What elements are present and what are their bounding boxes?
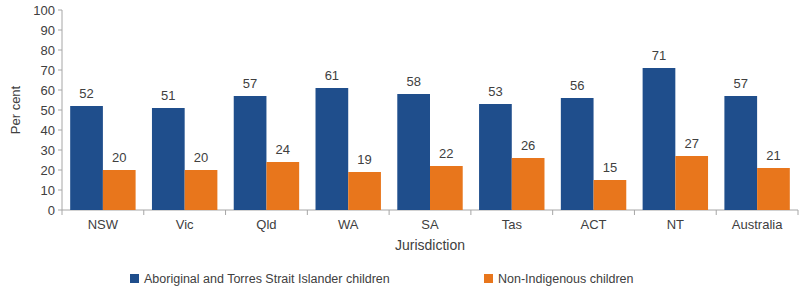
y-tick xyxy=(58,110,62,111)
y-tick-label: 100 xyxy=(33,3,55,18)
bar xyxy=(234,96,267,210)
x-axis-label: Jurisdiction xyxy=(395,237,465,253)
y-tick xyxy=(58,30,62,31)
data-label: 20 xyxy=(194,150,208,165)
data-label: 26 xyxy=(521,138,535,153)
data-label: 22 xyxy=(439,146,453,161)
chart-container: 0 10 20 30 40 50 60 70 80 90 100 Per cent NSW Vic Qld W… xyxy=(0,0,800,295)
bar xyxy=(266,162,299,210)
data-label: 20 xyxy=(112,150,126,165)
y-tick xyxy=(58,190,62,191)
y-axis-line xyxy=(62,10,63,210)
bar xyxy=(70,106,103,210)
data-label: 52 xyxy=(79,86,93,101)
x-tick xyxy=(62,210,63,215)
y-tick-label: 10 xyxy=(41,183,55,198)
x-tick xyxy=(389,210,390,215)
data-label: 53 xyxy=(488,84,502,99)
bar xyxy=(348,172,381,210)
bar xyxy=(185,170,218,210)
x-tick-label: NT xyxy=(667,217,684,232)
y-tick xyxy=(58,90,62,91)
bar xyxy=(103,170,136,210)
y-tick-label: 50 xyxy=(41,103,55,118)
data-labels: 52 51 57 61 58 53 56 71 57 20 20 24 19 22 26 15 27 21 xyxy=(79,48,780,175)
y-tick-label: 30 xyxy=(41,143,55,158)
x-tick-label: Australia xyxy=(732,217,783,232)
data-label: 27 xyxy=(684,136,698,151)
x-tick xyxy=(307,210,308,215)
y-tick xyxy=(58,130,62,131)
x-tick-label: Tas xyxy=(502,217,523,232)
x-tick xyxy=(470,210,471,215)
data-label: 57 xyxy=(734,76,748,91)
bar xyxy=(512,158,545,210)
bar xyxy=(561,98,594,210)
y-tick xyxy=(58,170,62,171)
bar xyxy=(757,168,790,210)
bar xyxy=(316,88,349,210)
x-tick-label: SA xyxy=(421,217,439,232)
data-label: 57 xyxy=(243,76,257,91)
x-tick xyxy=(143,210,144,215)
data-label: 58 xyxy=(406,74,420,89)
y-tick xyxy=(58,10,62,11)
bar xyxy=(397,94,430,210)
x-tick xyxy=(552,210,553,215)
x-tick xyxy=(225,210,226,215)
y-tick xyxy=(58,50,62,51)
x-tick-label: NSW xyxy=(88,217,119,232)
legend-label: Aboriginal and Torres Strait Islander ch… xyxy=(144,272,390,286)
chart-svg: 0 10 20 30 40 50 60 70 80 90 100 Per cent NSW Vic Qld W… xyxy=(0,0,800,295)
bar xyxy=(643,68,676,210)
data-label: 61 xyxy=(325,68,339,83)
y-axis-label: Per cent xyxy=(8,85,23,134)
legend: Aboriginal and Torres Strait Islander ch… xyxy=(130,272,634,286)
y-tick-label: 80 xyxy=(41,43,55,58)
x-tick-label: Vic xyxy=(176,217,194,232)
data-label: 51 xyxy=(161,88,175,103)
bar xyxy=(152,108,185,210)
y-tick-label: 0 xyxy=(48,203,55,218)
data-label: 19 xyxy=(357,152,371,167)
x-tick xyxy=(634,210,635,215)
x-tick-label: ACT xyxy=(581,217,607,232)
y-tick xyxy=(58,210,62,211)
bar xyxy=(724,96,757,210)
y-tick xyxy=(58,70,62,71)
x-tick xyxy=(716,210,717,215)
bar xyxy=(675,156,708,210)
bars xyxy=(70,68,790,210)
y-tick xyxy=(58,150,62,151)
legend-swatch xyxy=(484,274,493,283)
y-tick-label: 90 xyxy=(41,23,55,38)
legend-swatch xyxy=(130,274,139,283)
data-label: 56 xyxy=(570,78,584,93)
data-label: 15 xyxy=(603,160,617,175)
data-label: 21 xyxy=(766,148,780,163)
bar xyxy=(594,180,627,210)
x-tick xyxy=(798,210,799,215)
y-tick-label: 20 xyxy=(41,163,55,178)
y-tick-label: 60 xyxy=(41,83,55,98)
y-tick-label: 40 xyxy=(41,123,55,138)
bar xyxy=(430,166,463,210)
bar xyxy=(479,104,512,210)
data-label: 71 xyxy=(652,48,666,63)
x-tick-label: WA xyxy=(338,217,359,232)
x-tick-label: Qld xyxy=(256,217,276,232)
legend-label: Non-Indigenous children xyxy=(498,272,634,286)
y-tick-label: 70 xyxy=(41,63,55,78)
data-label: 24 xyxy=(276,142,290,157)
